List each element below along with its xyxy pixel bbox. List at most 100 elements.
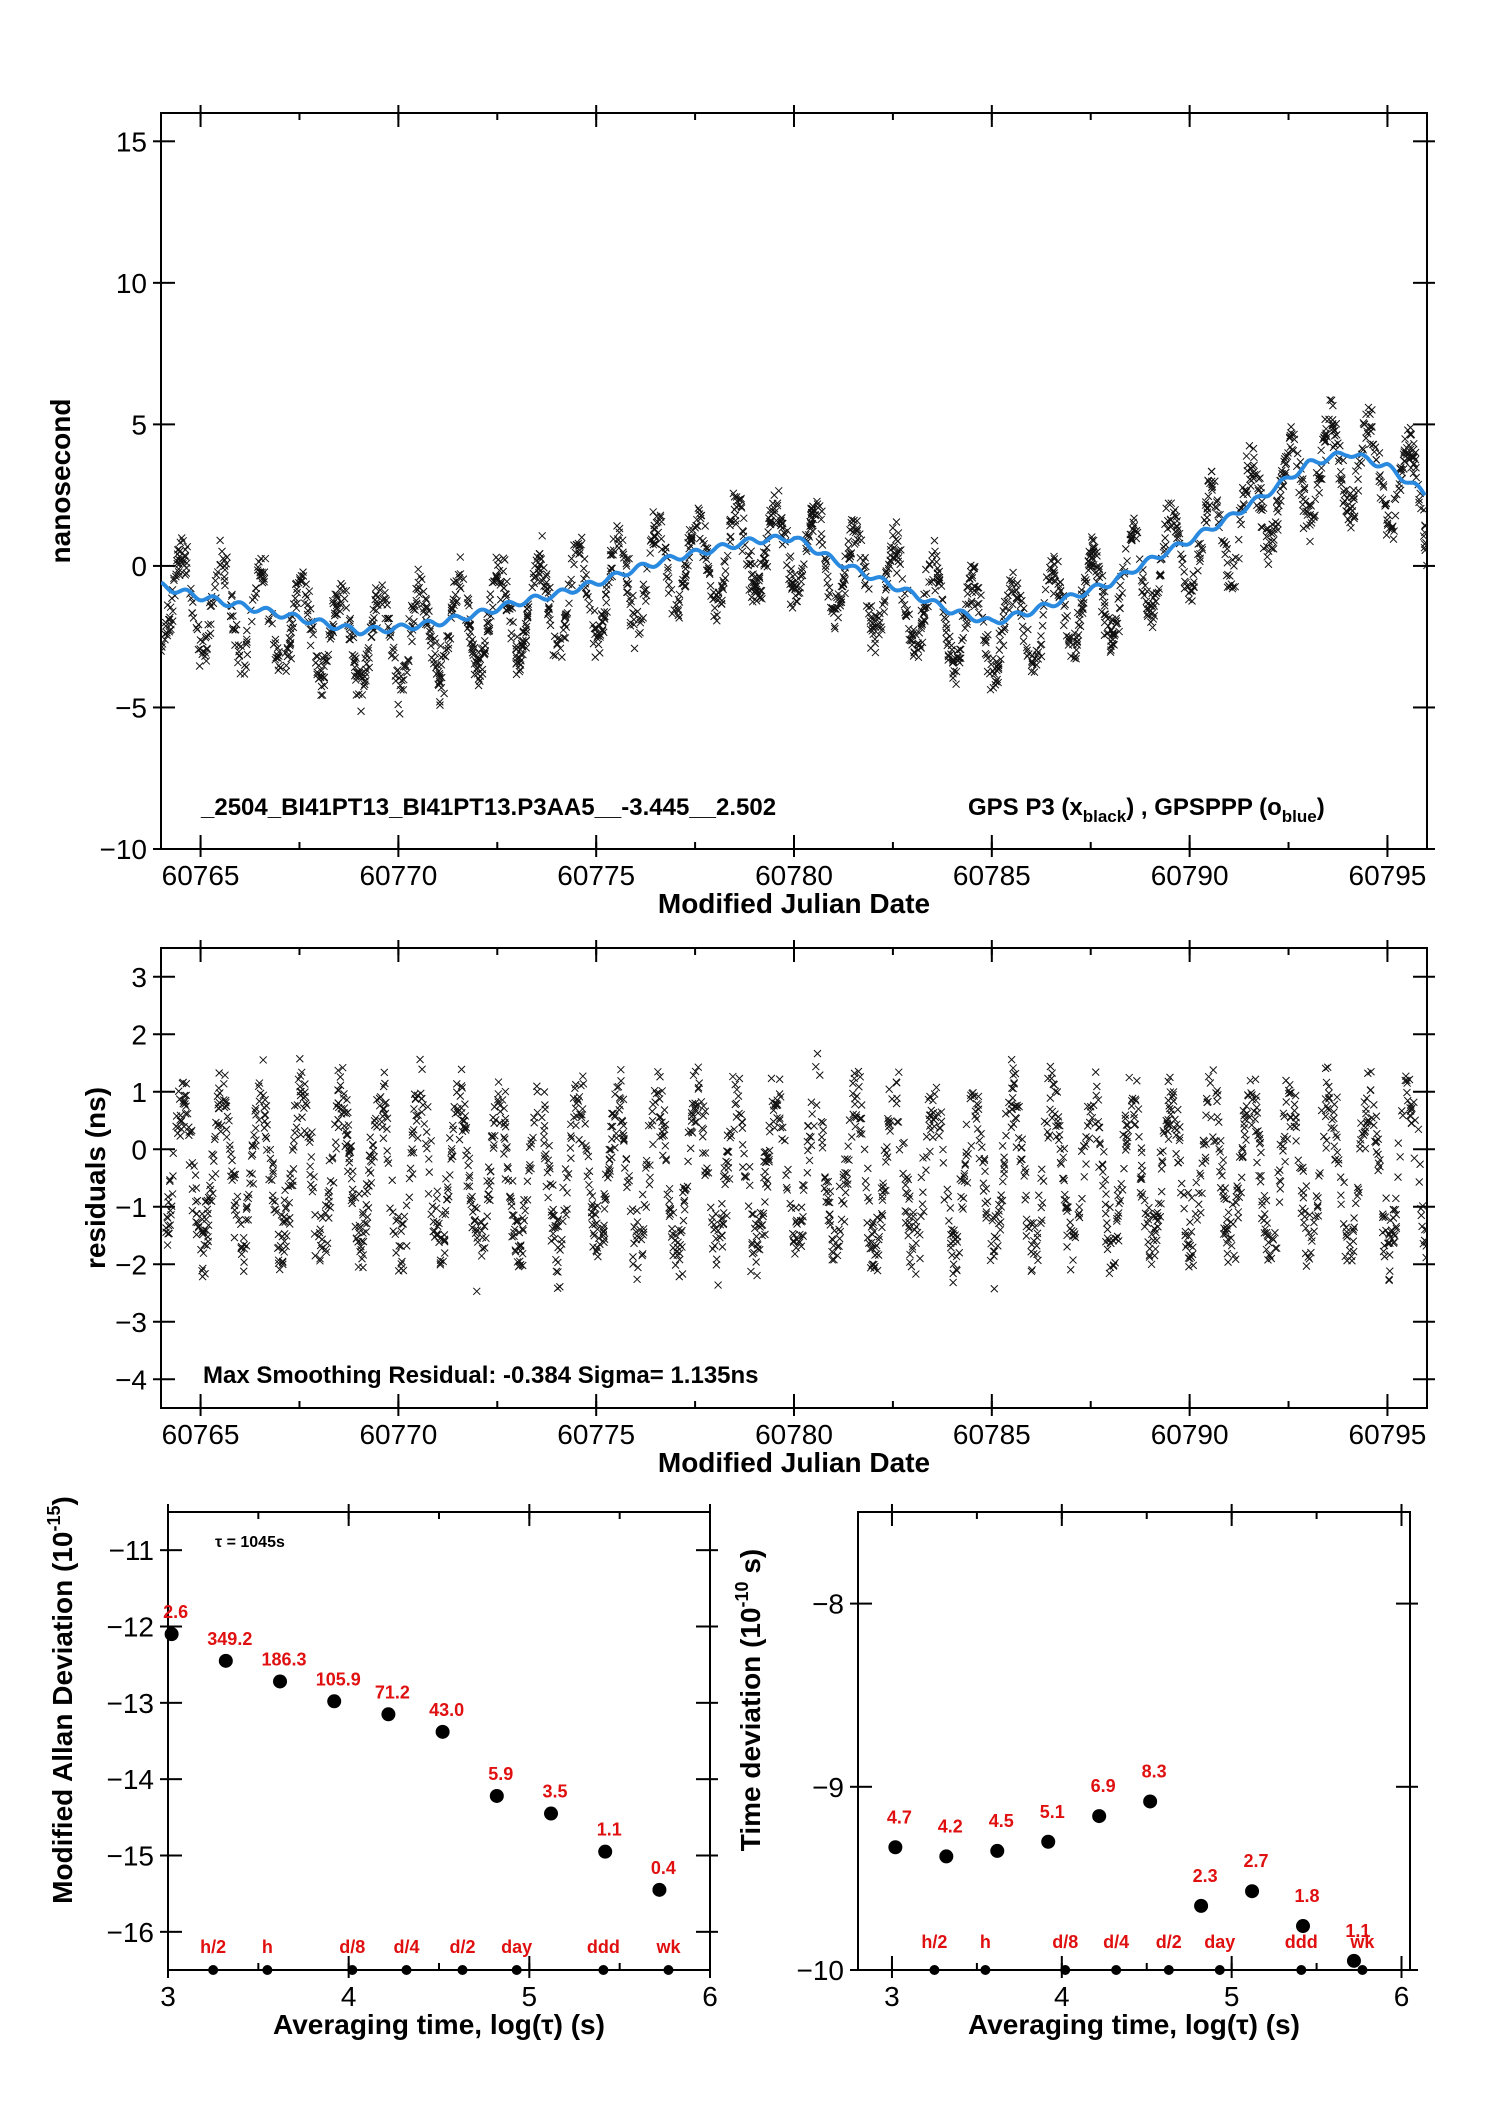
data-point (768, 506, 777, 515)
data-point (1151, 1209, 1160, 1218)
data-point (549, 1205, 558, 1214)
deviation-point (1143, 1794, 1158, 1809)
data-point (886, 1121, 894, 1130)
data-point (375, 1101, 384, 1110)
data-point (1212, 503, 1221, 512)
data-point (448, 1121, 457, 1130)
data-point (1013, 1101, 1021, 1110)
data-point (1082, 1160, 1090, 1168)
data-point (868, 1260, 877, 1269)
data-point (239, 1267, 248, 1276)
data-point (1175, 529, 1184, 538)
data-point (1094, 1096, 1103, 1104)
data-point (358, 1237, 366, 1245)
data-point (970, 1092, 979, 1100)
data-point (512, 654, 521, 663)
data-point (1212, 1089, 1220, 1097)
data-point (584, 1152, 593, 1161)
y-axis-title: nanosecond (45, 399, 76, 564)
data-point (925, 561, 934, 569)
data-point (574, 542, 583, 550)
point-count-label: 4.5 (989, 1811, 1014, 1831)
data-point (752, 587, 761, 596)
y-tick-label: −16 (107, 1917, 155, 1948)
data-point (883, 1153, 892, 1161)
data-point (970, 582, 979, 591)
data-point (714, 593, 722, 601)
data-point (990, 1232, 999, 1241)
data-point (1397, 463, 1405, 472)
data-point (932, 558, 941, 566)
data-point (949, 1260, 958, 1269)
data-point (175, 560, 184, 569)
data-point (240, 1258, 248, 1266)
data-point (1329, 1114, 1338, 1123)
x-axis-title: Averaging time, log(τ) (s) (273, 2009, 605, 2040)
data-point (162, 622, 170, 630)
data-point (1028, 658, 1037, 667)
data-point (255, 1079, 264, 1087)
data-point (369, 605, 378, 614)
data-point (1066, 1218, 1075, 1227)
data-point (770, 1123, 779, 1132)
data-point (317, 682, 326, 691)
data-point (958, 1203, 966, 1211)
data-point (533, 1082, 541, 1091)
data-point (873, 1213, 881, 1222)
data-point (598, 618, 607, 627)
data-point (1372, 1112, 1381, 1121)
data-point (1406, 445, 1415, 454)
data-point (285, 1198, 294, 1207)
data-point (1107, 625, 1115, 634)
data-point (791, 1250, 799, 1258)
data-point (884, 564, 893, 573)
data-point (822, 1177, 831, 1186)
data-point (1291, 1113, 1300, 1121)
data-point (456, 553, 465, 561)
data-point (1016, 591, 1025, 600)
data-point (408, 1131, 417, 1139)
data-point (1422, 1253, 1427, 1262)
data-point (762, 543, 771, 552)
data-point (1213, 1097, 1221, 1106)
data-point (198, 650, 207, 659)
data-point (229, 624, 237, 632)
data-point (1169, 1088, 1178, 1096)
data-point (243, 1203, 251, 1212)
data-point (1401, 435, 1409, 443)
point-count-label: 4.2 (938, 1816, 963, 1836)
data-point (807, 1098, 816, 1107)
data-point (244, 1194, 253, 1203)
data-point (998, 1142, 1007, 1150)
data-point (1140, 1222, 1149, 1231)
data-point (1156, 1212, 1165, 1221)
data-point (1370, 447, 1379, 456)
data-point (1383, 516, 1391, 524)
data-point (163, 1212, 171, 1221)
deviation-point (218, 1653, 233, 1668)
data-point (825, 1217, 834, 1226)
data-point (163, 629, 171, 637)
data-point (481, 649, 489, 658)
data-point (1286, 1122, 1295, 1131)
data-point (1302, 1262, 1311, 1270)
data-point (661, 544, 670, 552)
data-point (722, 1157, 730, 1166)
data-point (791, 570, 799, 579)
data-point (1000, 1170, 1009, 1178)
data-point (189, 614, 198, 622)
data-point (541, 587, 550, 596)
interval-marker (663, 1965, 674, 1975)
data-point (1112, 1214, 1121, 1223)
data-point (868, 626, 877, 635)
data-point (490, 1131, 499, 1140)
data-point (1306, 537, 1314, 546)
data-point (864, 1193, 872, 1202)
data-point (218, 547, 226, 556)
data-point (1299, 1167, 1308, 1175)
data-point (622, 1155, 631, 1164)
data-point (606, 1145, 615, 1154)
data-point (519, 1226, 527, 1235)
data-point (1249, 468, 1258, 477)
data-point (871, 1243, 880, 1252)
